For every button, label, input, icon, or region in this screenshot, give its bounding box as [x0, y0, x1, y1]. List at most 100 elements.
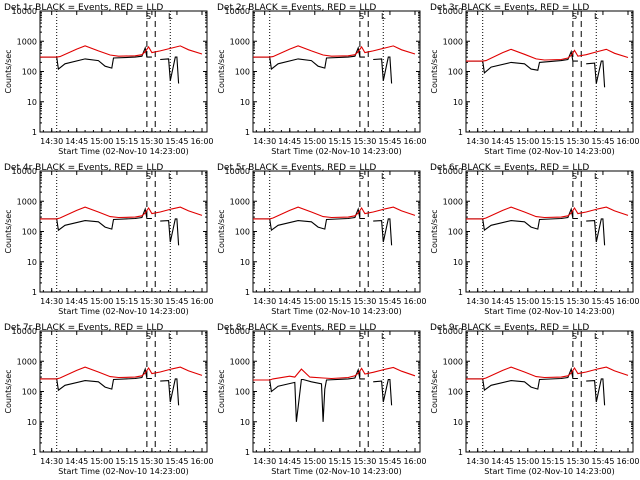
- marker-label-l: L: [168, 12, 173, 21]
- y-axis-label: Counts/sec: [4, 49, 13, 93]
- plot-frame: [39, 170, 208, 293]
- x-axis-label: Start Time (02-Nov-10 14:23:00): [58, 147, 188, 156]
- y-tick-label: 1000: [443, 197, 463, 206]
- marker-label-s: S: [146, 12, 151, 21]
- marker-label-l: L: [381, 172, 386, 181]
- panel-title: Det 4r BLACK = Events, RED = LLD: [4, 163, 163, 173]
- x-axis-label: Start Time (02-Nov-10 14:23:00): [58, 307, 188, 316]
- x-tick-label: 15:45: [591, 297, 614, 306]
- x-tick-label: 15:30: [566, 457, 589, 466]
- x-tick-label: 15:00: [303, 457, 326, 466]
- x-tick-label: 15:30: [353, 457, 376, 466]
- y-tick-label: 10000: [12, 7, 37, 16]
- series-events: [253, 46, 393, 84]
- panel-det-2: Det 2r BLACK = Events, RED = LLD 1 10 100 10…: [217, 3, 427, 156]
- y-tick-label: 1000: [443, 357, 463, 366]
- x-tick-label: 14:45: [65, 137, 88, 146]
- series-lld: [40, 206, 203, 220]
- x-tick-label: 15:15: [541, 457, 564, 466]
- marker-label-l: L: [381, 332, 386, 341]
- x-tick-label: 14:30: [466, 137, 489, 146]
- x-axis-label: Start Time (02-Nov-10 14:23:00): [484, 307, 614, 316]
- y-tick-label: 10: [453, 258, 463, 267]
- marker-label-l: L: [594, 172, 599, 181]
- x-tick-label: 15:00: [516, 297, 539, 306]
- marker-label-s: S: [359, 332, 364, 341]
- panel-title: Det 5r BLACK = Events, RED = LLD: [217, 163, 376, 173]
- x-tick-label: 16:00: [190, 137, 213, 146]
- y-tick-label: 1000: [443, 37, 463, 46]
- plot-frame: [465, 330, 634, 453]
- x-tick-label: 16:00: [403, 457, 426, 466]
- y-axis-label: Counts/sec: [430, 49, 439, 93]
- x-tick-label: 15:00: [90, 137, 113, 146]
- y-axis-label: Counts/sec: [217, 49, 226, 93]
- x-tick-label: 15:45: [591, 137, 614, 146]
- x-axis-label: Start Time (02-Nov-10 14:23:00): [58, 467, 188, 476]
- x-tick-label: 15:15: [115, 457, 138, 466]
- x-axis-label: Start Time (02-Nov-10 14:23:00): [271, 307, 401, 316]
- x-tick-label: 14:45: [491, 297, 514, 306]
- y-tick-label: 1000: [230, 197, 250, 206]
- marker-label-s: S: [146, 172, 151, 181]
- x-tick-label: 15:45: [378, 457, 401, 466]
- marker-label-l: L: [168, 332, 173, 341]
- x-tick-label: 15:15: [328, 457, 351, 466]
- x-tick-label: 15:15: [541, 297, 564, 306]
- x-tick-label: 14:30: [253, 297, 276, 306]
- y-tick-label: 1: [32, 448, 37, 457]
- x-tick-label: 14:45: [278, 297, 301, 306]
- x-tick-label: 15:00: [90, 457, 113, 466]
- series-lld: [466, 366, 629, 380]
- series-lld: [253, 45, 416, 58]
- x-tick-label: 15:15: [328, 137, 351, 146]
- y-tick-label: 1: [245, 448, 250, 457]
- panel-det-4: Det 4r BLACK = Events, RED = LLD 1 10 100 10…: [4, 163, 214, 316]
- x-tick-label: 16:00: [616, 137, 639, 146]
- series-events: [253, 367, 393, 422]
- panel-title: Det 2r BLACK = Events, RED = LLD: [217, 3, 376, 13]
- x-tick-label: 16:00: [403, 297, 426, 306]
- series-events: [466, 367, 606, 406]
- panel-det-7: Det 7r BLACK = Events, RED = LLD 1 10 100 10…: [4, 323, 214, 476]
- x-tick-label: 15:45: [378, 137, 401, 146]
- y-tick-label: 10000: [438, 327, 463, 336]
- x-tick-label: 15:15: [328, 297, 351, 306]
- x-tick-label: 15:15: [115, 137, 138, 146]
- x-tick-label: 14:45: [491, 457, 514, 466]
- x-tick-label: 15:45: [378, 297, 401, 306]
- x-tick-label: 15:30: [566, 297, 589, 306]
- marker-label-s: S: [359, 12, 364, 21]
- x-tick-label: 15:30: [140, 137, 163, 146]
- marker-label-s: S: [572, 332, 577, 341]
- y-tick-label: 1: [458, 128, 463, 137]
- series-events: [466, 207, 606, 246]
- x-tick-label: 15:00: [303, 137, 326, 146]
- marker-label-s: S: [572, 172, 577, 181]
- panel-det-1: Det 1r BLACK = Events, RED = LLD 1 10 100 10…: [4, 3, 214, 156]
- y-tick-label: 1000: [230, 357, 250, 366]
- y-tick-label: 1: [458, 288, 463, 297]
- y-tick-label: 1: [245, 128, 250, 137]
- x-axis-label: Start Time (02-Nov-10 14:23:00): [484, 147, 614, 156]
- panel-title: Det 1r BLACK = Events, RED = LLD: [4, 3, 163, 13]
- series-events: [466, 49, 606, 88]
- y-axis-label: Counts/sec: [4, 369, 13, 413]
- panel-title: Det 9r BLACK = Events, RED = LLD: [430, 323, 589, 333]
- y-axis-label: Counts/sec: [4, 209, 13, 253]
- x-tick-label: 16:00: [616, 457, 639, 466]
- panel-det-6: Det 6r BLACK = Events, RED = LLD 1 10 100 10…: [430, 163, 640, 316]
- x-tick-label: 14:45: [65, 457, 88, 466]
- x-tick-label: 14:30: [40, 457, 63, 466]
- panel-det-9: Det 9r BLACK = Events, RED = LLD 1 10 100 10…: [430, 323, 640, 476]
- y-tick-label: 100: [22, 228, 37, 237]
- y-axis-label: Counts/sec: [430, 369, 439, 413]
- x-tick-label: 14:30: [253, 137, 276, 146]
- plot-frame: [252, 330, 421, 453]
- y-tick-label: 1000: [17, 197, 37, 206]
- y-tick-label: 1000: [230, 37, 250, 46]
- y-tick-label: 100: [235, 228, 250, 237]
- marker-label-l: L: [594, 332, 599, 341]
- marker-label-l: L: [168, 172, 173, 181]
